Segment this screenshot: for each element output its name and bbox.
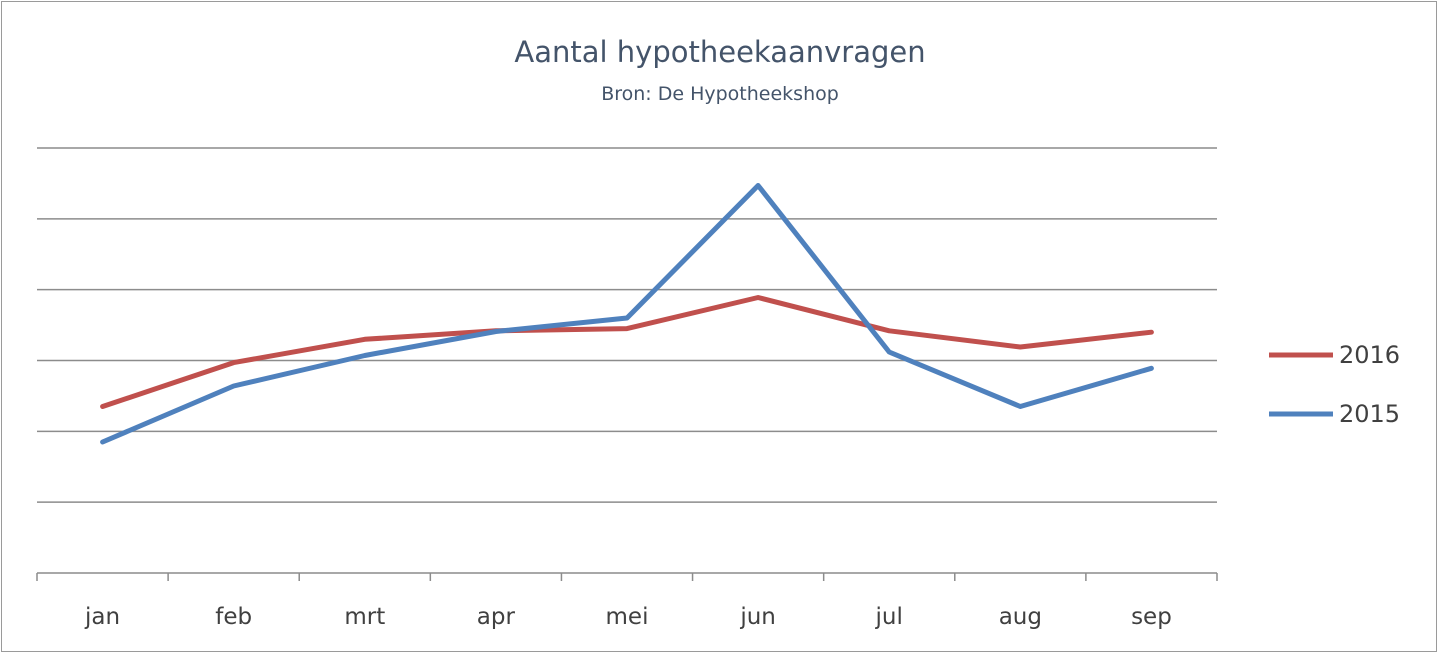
x-tick-label-aug: aug — [999, 604, 1042, 630]
legend: 2016 2015 — [1269, 341, 1400, 428]
x-axis: jan feb mrt apr mei jun jul aug sep — [36, 572, 1218, 630]
legend-label-2015: 2015 — [1339, 400, 1400, 428]
chart-frame: Aantal hypotheekaanvragen Bron: De Hypot… — [1, 1, 1437, 652]
x-tick-label-mrt: mrt — [344, 604, 385, 630]
series-lines — [100, 183, 1154, 445]
x-tick-label-feb: feb — [215, 604, 252, 630]
x-tick-label-jun: jun — [739, 604, 776, 630]
series-line-2015 — [100, 183, 1154, 445]
legend-label-2016: 2016 — [1339, 341, 1400, 369]
gridlines — [37, 147, 1217, 503]
x-tick-label-sep: sep — [1131, 604, 1172, 630]
chart-title: Aantal hypotheekaanvragen — [514, 35, 925, 69]
x-tick-label-mei: mei — [606, 604, 649, 630]
chart-subtitle: Bron: De Hypotheekshop — [601, 83, 839, 105]
x-tick-label-apr: apr — [477, 604, 516, 630]
series-line-2016 — [100, 295, 1154, 409]
line-chart: Aantal hypotheekaanvragen Bron: De Hypot… — [36, 35, 1400, 630]
x-tick-label-jan: jan — [84, 604, 120, 630]
x-tick-label-jul: jul — [875, 604, 903, 630]
